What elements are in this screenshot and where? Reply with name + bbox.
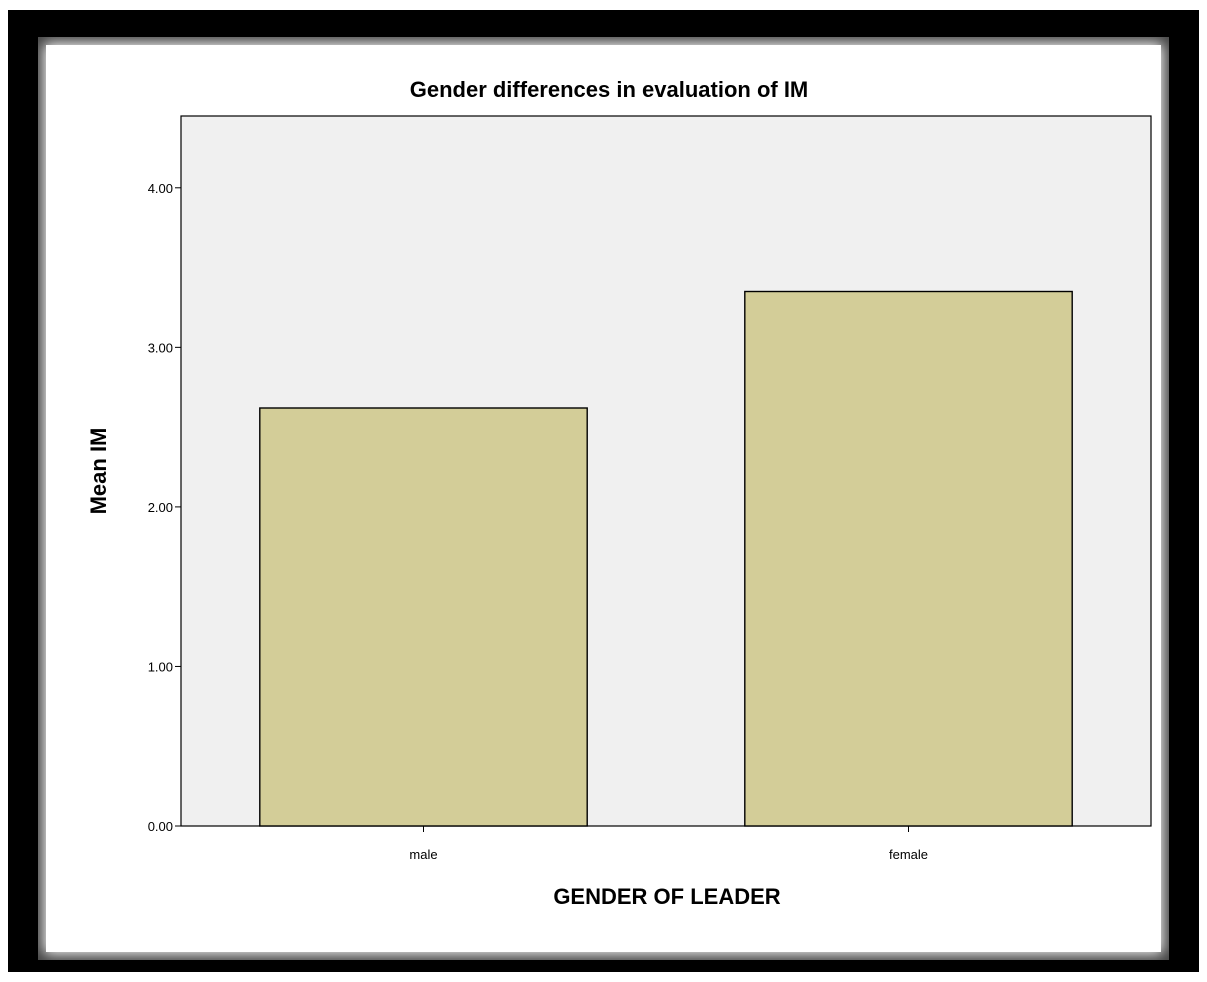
y-axis-ticks: 0.00 1.00 2.00 3.00 4.00 xyxy=(148,181,181,834)
x-tick-label: female xyxy=(889,847,928,862)
y-tick-label: 3.00 xyxy=(148,340,173,355)
x-axis-ticks: male female xyxy=(409,826,928,862)
bars-group xyxy=(259,290,1073,827)
y-tick-label: 2.00 xyxy=(148,500,173,515)
bar-female xyxy=(744,290,1073,827)
x-axis-label: GENDER OF LEADER xyxy=(553,884,780,909)
chart-title: Gender differences in evaluation of IM xyxy=(410,77,809,102)
y-tick-label: 1.00 xyxy=(148,659,173,674)
y-tick-label: 4.00 xyxy=(148,181,173,196)
x-tick-label: male xyxy=(409,847,437,862)
y-tick-label: 0.00 xyxy=(148,819,173,834)
y-axis-label: Mean IM xyxy=(86,428,111,515)
bar-male xyxy=(259,407,588,827)
